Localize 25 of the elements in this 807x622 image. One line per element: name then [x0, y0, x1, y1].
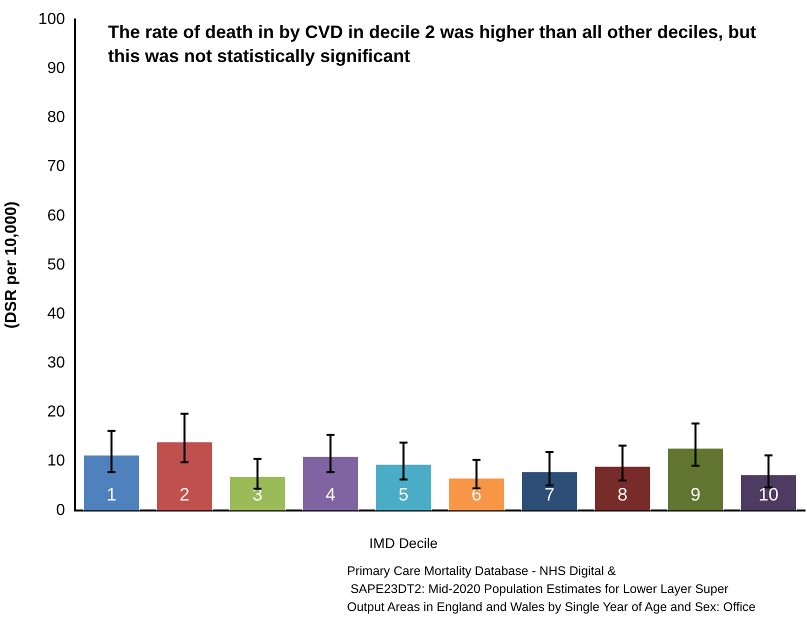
y-tick-label: 60 — [47, 207, 66, 224]
x-tick-label: 5 — [398, 484, 409, 504]
x-tick-label: 10 — [758, 484, 779, 504]
text: SAPE23DT2: Mid-2020 Population Estimates for Lower Layer Super — [350, 582, 728, 596]
y-tick-label: 20 — [47, 404, 66, 421]
y-axis-title: (DSR per 10,000) — [3, 201, 20, 329]
y-tick-label: 30 — [47, 354, 66, 372]
y-tick-label: 100 — [38, 11, 66, 28]
x-tick-label: 1 — [106, 484, 117, 504]
x-axis-title: IMD Decile — [368, 535, 439, 551]
x-tick-label: 9 — [690, 484, 701, 504]
text: Output Areas in England and Wales by Single Year of Age and Sex: Office — [347, 600, 756, 614]
y-tick-label: 90 — [47, 60, 66, 78]
x-tick-label: 2 — [179, 484, 190, 504]
y-tick-label: 10 — [47, 452, 66, 470]
x-tick-label: 4 — [325, 484, 336, 504]
x-tick-label: 8 — [617, 484, 628, 504]
y-tick-label: 0 — [56, 502, 66, 519]
y-tick-label: 80 — [47, 109, 66, 126]
text: The rate of death in by CVD in decile 2 was higher than all other deciles, but this was not statistically significant — [108, 21, 758, 68]
text: Primary Care Mortality Database - NHS Digital & — [347, 564, 616, 578]
x-tick-label: 7 — [544, 484, 555, 504]
y-tick-label: 40 — [47, 305, 66, 322]
y-tick-label: 70 — [47, 158, 66, 176]
y-tick-label: 50 — [47, 256, 66, 274]
